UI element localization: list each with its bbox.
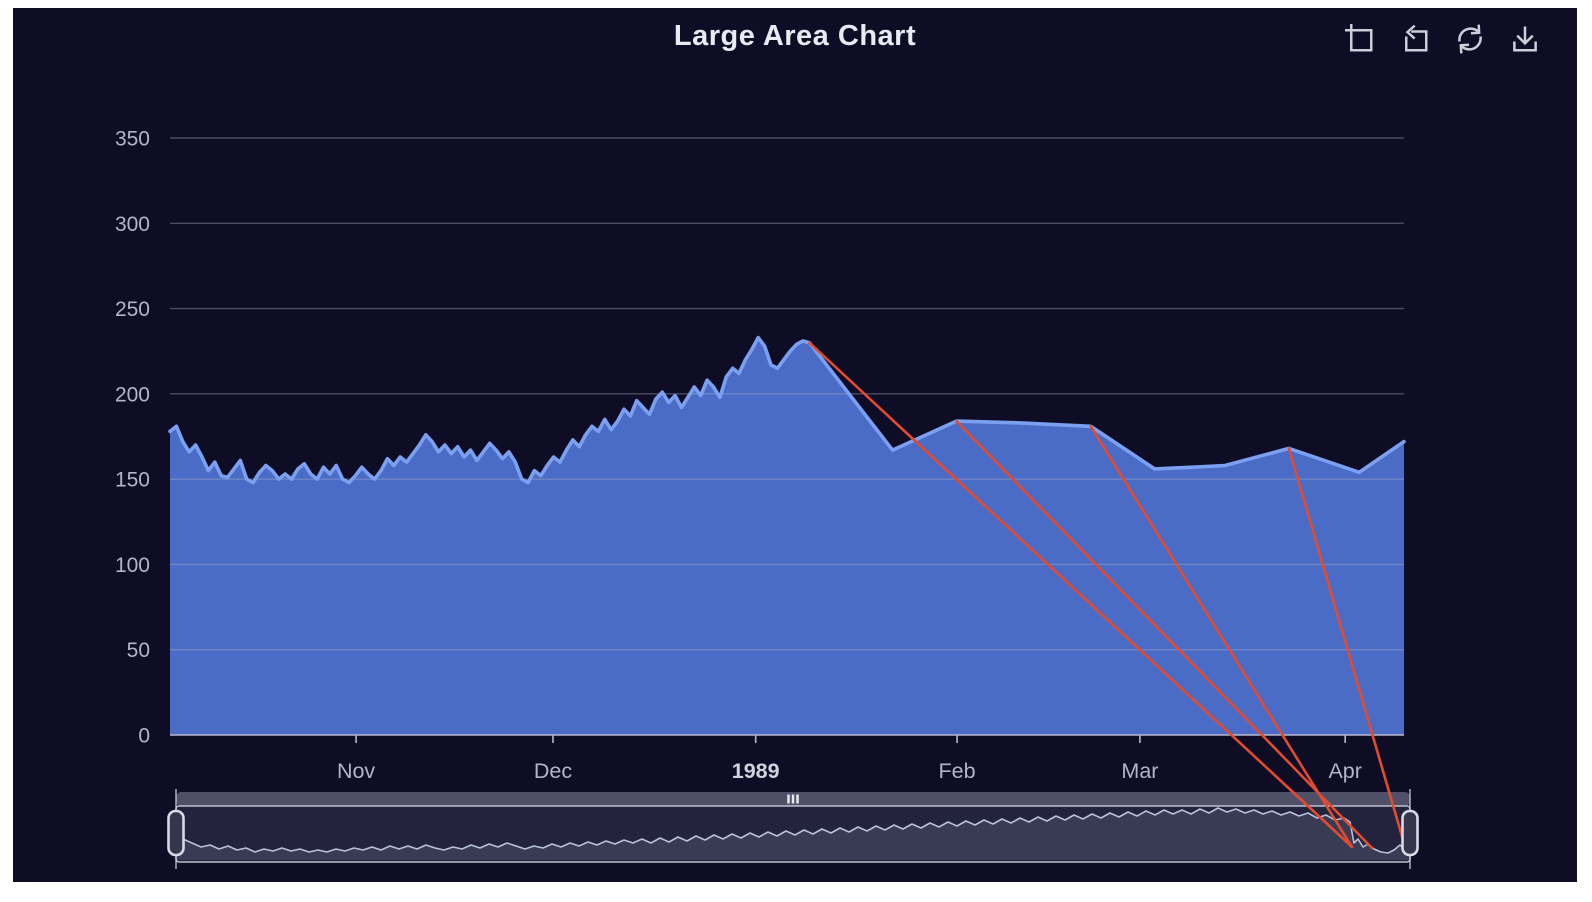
zoom-reset-icon — [1405, 24, 1428, 52]
save-image-button[interactable] — [1508, 22, 1542, 56]
x-axis-label: Dec — [534, 759, 572, 783]
data-zoom-icon — [1345, 24, 1373, 52]
y-axis-label: 350 — [115, 128, 150, 151]
x-axis-label: Mar — [1121, 759, 1158, 783]
toolbox — [1343, 22, 1542, 56]
y-axis-label: 150 — [115, 469, 150, 492]
y-axis-label: 100 — [115, 554, 150, 577]
datazoom-grip-icon[interactable] — [791, 794, 795, 804]
area-series-fill — [170, 337, 1404, 735]
datazoom-minimap-line — [182, 807, 1409, 854]
chart-title: Large Area Chart — [673, 20, 917, 52]
restore-button[interactable] — [1453, 22, 1487, 56]
x-axis-label: 1989 — [732, 759, 780, 783]
restore-icon — [1458, 24, 1482, 54]
artifact-line — [808, 341, 1354, 849]
zoom-reset-button[interactable] — [1398, 22, 1432, 56]
x-axis-label: Feb — [939, 759, 976, 783]
y-axis-label: 300 — [115, 213, 150, 236]
area-series-line — [168, 335, 1406, 485]
y-axis-label: 50 — [127, 639, 150, 662]
datazoom-grip-icon[interactable] — [787, 794, 790, 804]
datazoom-grip-icon[interactable] — [796, 794, 799, 804]
datazoom-left-handle[interactable] — [167, 809, 185, 857]
data-zoom-button[interactable] — [1343, 22, 1377, 56]
y-axis-label: 200 — [115, 383, 150, 406]
y-axis-label: 250 — [115, 298, 150, 321]
artifact-line — [955, 419, 1374, 850]
save-image-icon — [1513, 26, 1537, 52]
y-axis-label: 0 — [138, 725, 150, 748]
x-axis-label: Apr — [1328, 759, 1361, 783]
datazoom-minimap-fill — [176, 808, 1410, 860]
x-axis-label: Nov — [337, 759, 375, 783]
datazoom-right-handle[interactable] — [1401, 809, 1419, 857]
artifact-line — [1287, 447, 1406, 845]
artifact-line — [1089, 424, 1354, 849]
